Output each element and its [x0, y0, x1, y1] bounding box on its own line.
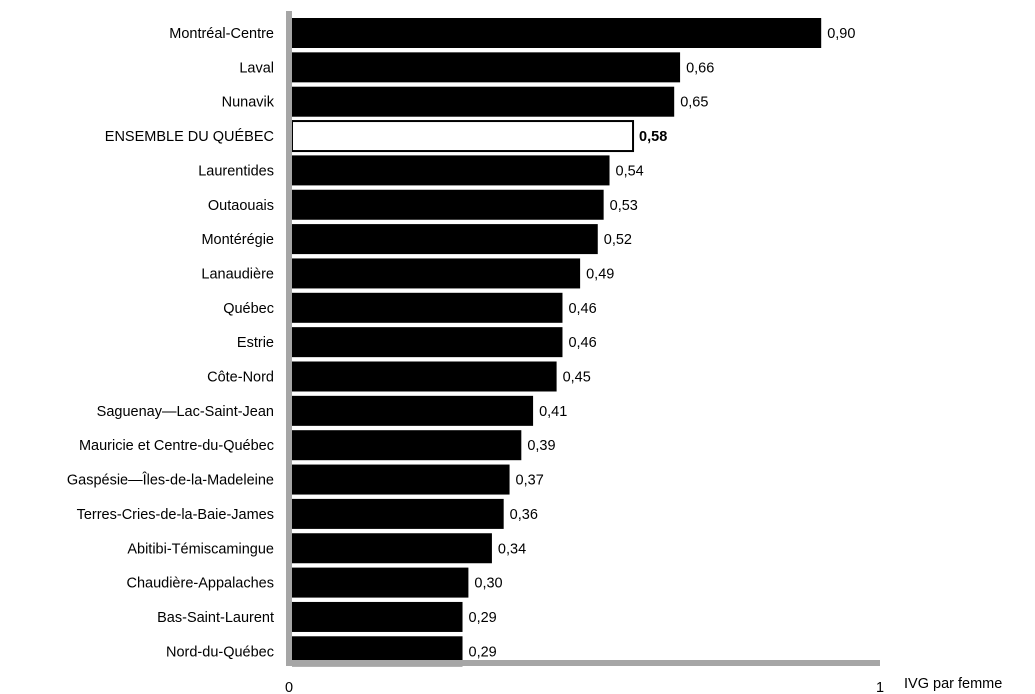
value-label-13: 0,37: [516, 473, 544, 489]
value-label-5: 0,53: [610, 198, 638, 214]
bar-3: [291, 120, 635, 153]
value-label-10: 0,45: [563, 370, 591, 386]
x-tick-label-min: 0: [285, 680, 293, 694]
category-label-14: Terres-Cries-de-la-Baie-James: [77, 507, 274, 523]
x-axis-label: IVG par femme: [904, 676, 1002, 692]
bar-15: [292, 533, 492, 564]
category-label-17: Bas-Saint-Laurent: [157, 610, 274, 626]
value-label-3: 0,58: [639, 129, 667, 145]
category-label-11: Saguenay—Lac-Saint-Jean: [97, 404, 274, 420]
value-label-15: 0,34: [498, 541, 526, 557]
category-label-7: Lanaudière: [201, 266, 274, 282]
bar-11: [292, 395, 534, 426]
category-label-13: Gaspésie—Îles-de-la-Madeleine: [67, 472, 274, 489]
category-label-2: Nunavik: [222, 95, 275, 111]
y-axis-line: [286, 11, 292, 666]
value-label-12: 0,39: [527, 438, 555, 454]
bar-13: [292, 464, 510, 495]
x-tick-label-max: 1: [876, 680, 884, 694]
value-label-9: 0,46: [568, 335, 596, 351]
value-label-8: 0,46: [568, 301, 596, 317]
category-label-1: Laval: [239, 60, 274, 76]
value-label-14: 0,36: [510, 507, 538, 523]
value-label-18: 0,29: [469, 644, 497, 660]
value-label-2: 0,65: [680, 95, 708, 111]
value-label-1: 0,66: [686, 60, 714, 76]
bar-10: [292, 361, 557, 392]
category-label-9: Estrie: [237, 335, 274, 351]
category-label-4: Laurentides: [198, 163, 274, 179]
category-label-8: Québec: [223, 301, 274, 317]
value-label-16: 0,30: [474, 576, 502, 592]
category-label-0: Montréal-Centre: [169, 26, 274, 42]
category-label-5: Outaouais: [208, 198, 274, 214]
bar-4: [292, 155, 610, 186]
bar-12: [292, 430, 522, 461]
bar-16: [292, 567, 469, 598]
category-label-10: Côte-Nord: [207, 370, 274, 386]
axis-layer: [286, 11, 880, 666]
bar-17: [292, 601, 463, 632]
category-label-16: Chaudière-Appalaches: [126, 576, 274, 592]
category-label-3: ENSEMBLE DU QUÉBEC: [105, 128, 274, 145]
value-label-11: 0,41: [539, 404, 567, 420]
bar-8: [292, 292, 563, 323]
bar-6: [292, 224, 598, 255]
value-label-6: 0,52: [604, 232, 632, 248]
value-label-0: 0,90: [827, 26, 855, 42]
bar-5: [292, 189, 604, 220]
category-label-6: Montérégie: [201, 232, 274, 248]
value-label-4: 0,54: [616, 163, 644, 179]
category-label-12: Mauricie et Centre-du-Québec: [79, 438, 274, 454]
category-label-15: Abitibi-Témiscamingue: [127, 541, 274, 557]
labels-layer: Montréal-Centre 0,90 Laval 0,66 Nunavik 0,65 E…: [67, 26, 856, 660]
bar-14: [292, 498, 504, 529]
value-label-7: 0,49: [586, 266, 614, 282]
bar-9: [292, 327, 563, 358]
bar-1: [292, 52, 681, 83]
bar-0: [292, 18, 822, 48]
value-label-17: 0,29: [469, 610, 497, 626]
category-label-18: Nord-du-Québec: [166, 644, 274, 660]
bars-layer: [291, 18, 822, 667]
bar-2: [292, 86, 675, 117]
bar-7: [292, 258, 581, 289]
x-axis-line: [286, 660, 880, 666]
